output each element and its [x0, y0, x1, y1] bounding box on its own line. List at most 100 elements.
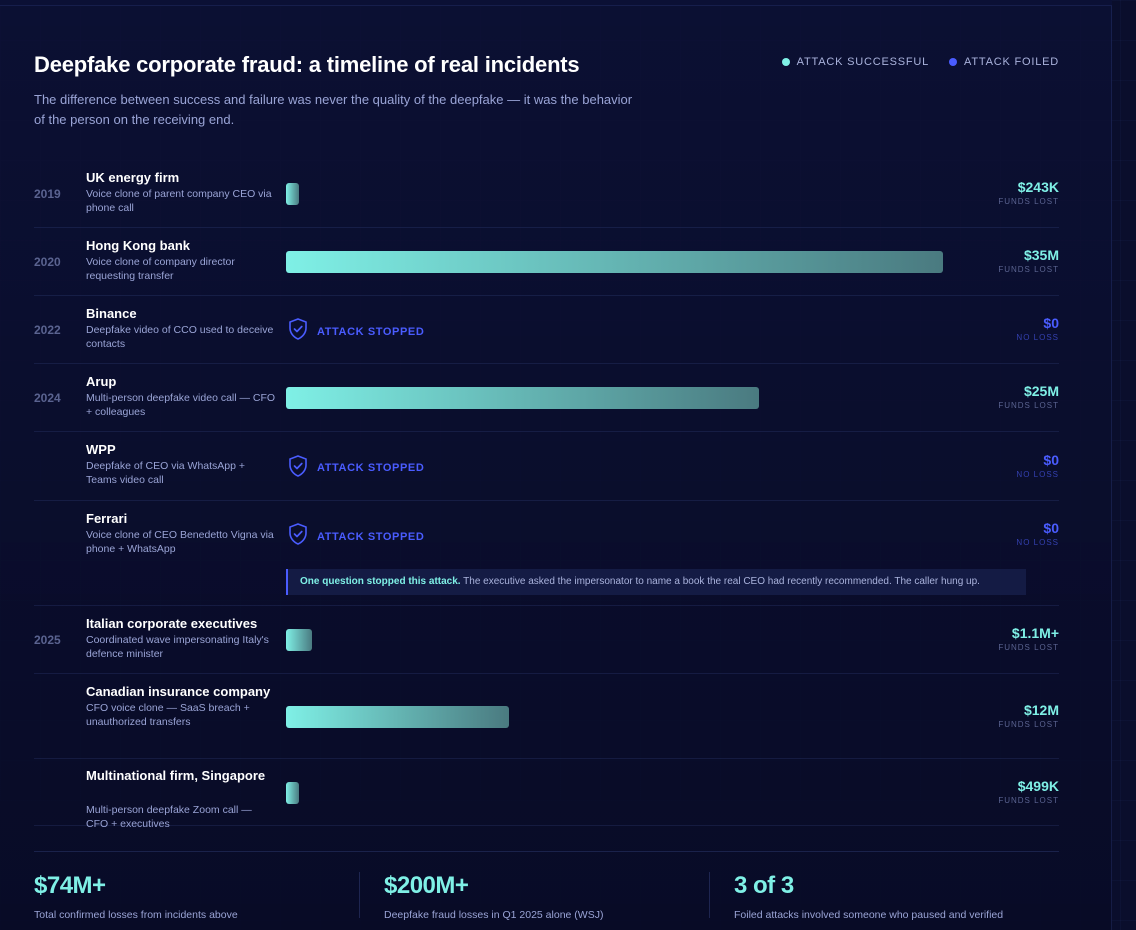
loss-bar-track: [286, 251, 946, 273]
attack-stopped-indicator: ATTACK STOPPED: [288, 318, 424, 345]
incident-name: Arup: [86, 374, 117, 389]
incident-name: Canadian insurance company: [86, 684, 271, 699]
incident-name: Hong Kong bank: [86, 238, 190, 253]
timeline-panel: [0, 0, 1112, 930]
loss-amount: $35M FUNDS LOST: [998, 247, 1059, 274]
loss-bar-track: [286, 183, 946, 205]
top-border: [0, 0, 1112, 6]
incident-row: 2025 Italian corporate executives Coordina…: [34, 606, 1059, 674]
incident-callout: One question stopped this attack. The ex…: [286, 569, 1026, 595]
legend-label-foiled: ATTACK FOILED: [964, 56, 1059, 68]
loss-amount-value: $25M: [1023, 383, 1059, 399]
incident-row: Multinational firm, Singapore Multi-perso…: [34, 759, 1059, 830]
legend-dot-successful: [781, 58, 790, 66]
loss-amount: $0 NO LOSS: [1016, 452, 1059, 479]
incident-name: Multinational firm, Singapore: [86, 768, 266, 783]
shield-check-icon: [288, 523, 308, 550]
loss-bar: [286, 781, 299, 804]
incident-year: 2019: [34, 187, 61, 201]
loss-amount-note: FUNDS LOST: [998, 643, 1059, 652]
incident-row: 2022 Binance Deepfake video of CCO used to…: [34, 296, 1059, 364]
shield-check-icon: [288, 318, 308, 345]
loss-bar-track: [286, 781, 946, 804]
incident-year: 2025: [34, 633, 61, 647]
incident-description: Voice clone of CEO Benedetto Vigna via p…: [86, 529, 274, 555]
attack-stopped-label: ATTACK STOPPED: [317, 325, 425, 338]
incident-description: Multi-person deepfake Zoom call — CFO + …: [86, 804, 252, 830]
incident-row: Canadian insurance company CFO voice clon…: [34, 674, 1059, 759]
legend-dot-foiled: [949, 58, 958, 66]
incident-name: Binance: [86, 306, 137, 321]
incident-description: CFO voice clone — SaaS breach + unauthor…: [86, 702, 250, 728]
incident-year: 2020: [34, 255, 61, 269]
loss-bar: [286, 705, 509, 728]
incident-description: Deepfake video of CCO used to deceive co…: [86, 324, 274, 350]
incident-row: 2019 UK energy firm Voice clone of parent …: [34, 160, 1059, 228]
stat-divider: [359, 872, 360, 918]
loss-amount-note: FUNDS LOST: [998, 795, 1059, 805]
incident-description: Deepfake of CEO via WhatsApp + Teams vid…: [86, 460, 246, 486]
loss-amount: $0 NO LOSS: [1016, 315, 1059, 342]
stat-value: $74M+: [34, 872, 106, 899]
incident-name: Ferrari: [86, 511, 128, 526]
incident-description: Voice clone of company director requesti…: [86, 256, 235, 282]
stat-label: Foiled attacks involved someone who paus…: [734, 909, 1004, 921]
loss-amount-note: FUNDS LOST: [998, 719, 1059, 729]
stat-divider: [709, 872, 710, 918]
loss-amount-note: FUNDS LOST: [998, 401, 1059, 410]
legend-label-successful: ATTACK SUCCESSFUL: [796, 56, 930, 68]
stat-value: 3 of 3: [734, 872, 794, 899]
incident-row: 2024 Arup Multi-person deepfake video call…: [34, 364, 1059, 432]
loss-bar: [286, 629, 312, 651]
incident-list: 2019 UK energy firm Voice clone of parent …: [34, 160, 1059, 830]
loss-amount-note: NO LOSS: [1016, 469, 1059, 479]
attack-stopped-indicator: ATTACK STOPPED: [288, 523, 424, 550]
page-title: Deepfake corporate fraud: a timeline of …: [34, 52, 580, 77]
loss-amount-value: $499K: [1017, 777, 1059, 794]
attack-stopped-label: ATTACK STOPPED: [317, 530, 425, 543]
incident-description: Voice clone of parent company CEO via ph…: [86, 188, 272, 214]
callout-highlight: One question stopped this attack.: [300, 576, 461, 587]
loss-amount: $1.1M+ FUNDS LOST: [998, 625, 1059, 652]
loss-amount-note: FUNDS LOST: [998, 265, 1059, 274]
attack-stopped-label: ATTACK STOPPED: [317, 462, 425, 474]
stat-foiled: 3 of 3 Foiled attacks involved someone w…: [734, 872, 1003, 921]
stat-total-losses: $74M+ Total confirmed losses from incide…: [34, 872, 238, 921]
loss-amount: $0 NO LOSS: [1016, 520, 1059, 547]
loss-amount-note: NO LOSS: [1016, 333, 1059, 342]
stat-label: Deepfake fraud losses in Q1 2025 alone (…: [384, 909, 604, 921]
legend-item-foiled: ATTACK FOILED: [949, 56, 1059, 68]
incident-year: 2022: [34, 323, 61, 337]
incident-year: 2024: [34, 391, 61, 405]
header: Deepfake corporate fraud: a timeline of …: [34, 52, 634, 130]
loss-amount: $25M FUNDS LOST: [998, 383, 1059, 410]
legend-item-successful: ATTACK SUCCESSFUL: [781, 56, 930, 68]
loss-amount-value: $243K: [1017, 179, 1059, 195]
legend: ATTACK SUCCESSFUL ATTACK FOILED: [781, 56, 1059, 68]
loss-amount-value: $0: [1043, 451, 1059, 468]
incident-name: Italian corporate executives: [86, 616, 258, 631]
loss-amount-value: $35M: [1023, 247, 1059, 263]
incident-name: WPP: [86, 442, 116, 457]
loss-amount-value: $1.1M+: [1011, 625, 1059, 641]
loss-amount-note: NO LOSS: [1016, 538, 1059, 547]
loss-bar-track: [286, 705, 946, 728]
attack-stopped-indicator: ATTACK STOPPED: [288, 454, 425, 482]
stat-q1-losses: $200M+ Deepfake fraud losses in Q1 2025 …: [384, 872, 603, 921]
stat-label: Total confirmed losses from incidents ab…: [34, 909, 238, 921]
incident-row: WPP Deepfake of CEO via WhatsApp + Teams …: [34, 432, 1059, 501]
callout-text: The executive asked the impersonator to …: [460, 576, 980, 587]
loss-amount-note: FUNDS LOST: [998, 197, 1059, 206]
loss-amount: $12M FUNDS LOST: [998, 702, 1059, 729]
loss-amount: $243K FUNDS LOST: [998, 179, 1059, 206]
loss-bar: [286, 183, 299, 205]
loss-bar: [286, 387, 759, 409]
loss-amount-value: $0: [1043, 315, 1059, 331]
loss-bar-track: [286, 387, 946, 409]
incident-description: Coordinated wave impersonating Italy's d…: [86, 634, 269, 660]
stat-value: $200M+: [384, 872, 469, 899]
loss-bar-track: [286, 629, 946, 651]
incident-description: Multi-person deepfake video call — CFO +…: [86, 392, 276, 418]
incident-row: Ferrari Voice clone of CEO Benedetto Vign…: [34, 501, 1059, 606]
loss-amount-value: $0: [1043, 520, 1059, 536]
